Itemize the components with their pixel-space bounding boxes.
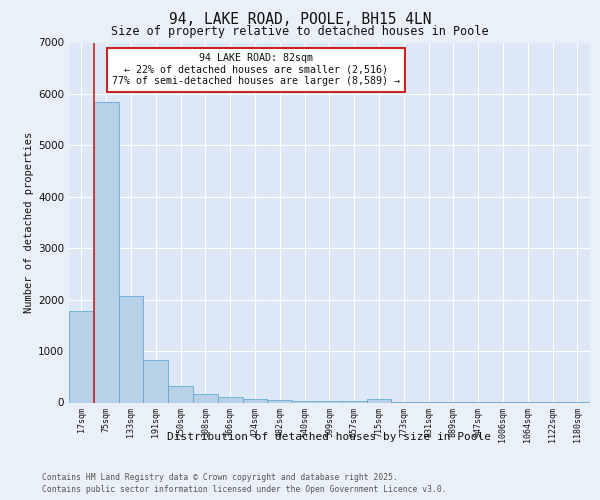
- Bar: [292, 400, 317, 402]
- Text: Contains HM Land Registry data © Crown copyright and database right 2025.: Contains HM Land Registry data © Crown c…: [42, 472, 398, 482]
- Bar: [69, 311, 94, 402]
- Bar: [94, 102, 119, 403]
- Text: 94 LAKE ROAD: 82sqm
← 22% of detached houses are smaller (2,516)
77% of semi-det: 94 LAKE ROAD: 82sqm ← 22% of detached ho…: [112, 54, 400, 86]
- Text: Size of property relative to detached houses in Poole: Size of property relative to detached ho…: [111, 25, 489, 38]
- Y-axis label: Number of detached properties: Number of detached properties: [24, 132, 34, 313]
- Text: Distribution of detached houses by size in Poole: Distribution of detached houses by size …: [167, 432, 491, 442]
- Bar: [242, 399, 268, 402]
- Text: Contains public sector information licensed under the Open Government Licence v3: Contains public sector information licen…: [42, 485, 446, 494]
- Text: 94, LAKE ROAD, POOLE, BH15 4LN: 94, LAKE ROAD, POOLE, BH15 4LN: [169, 12, 431, 28]
- Bar: [143, 360, 168, 403]
- Bar: [168, 386, 193, 402]
- Bar: [119, 296, 143, 403]
- Bar: [268, 400, 292, 402]
- Bar: [193, 394, 218, 402]
- Bar: [367, 400, 391, 402]
- Bar: [218, 397, 242, 402]
- Bar: [317, 401, 342, 402]
